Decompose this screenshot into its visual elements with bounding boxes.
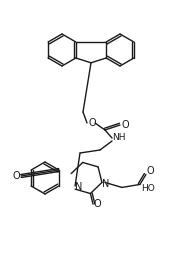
Text: N: N: [75, 182, 83, 192]
Text: O: O: [93, 199, 101, 209]
Text: O: O: [146, 166, 154, 176]
Text: HO: HO: [141, 184, 155, 193]
Text: O: O: [121, 120, 129, 130]
Text: NH: NH: [112, 133, 126, 142]
Text: N: N: [102, 179, 110, 189]
Text: O: O: [88, 118, 96, 128]
Text: O: O: [12, 171, 20, 181]
